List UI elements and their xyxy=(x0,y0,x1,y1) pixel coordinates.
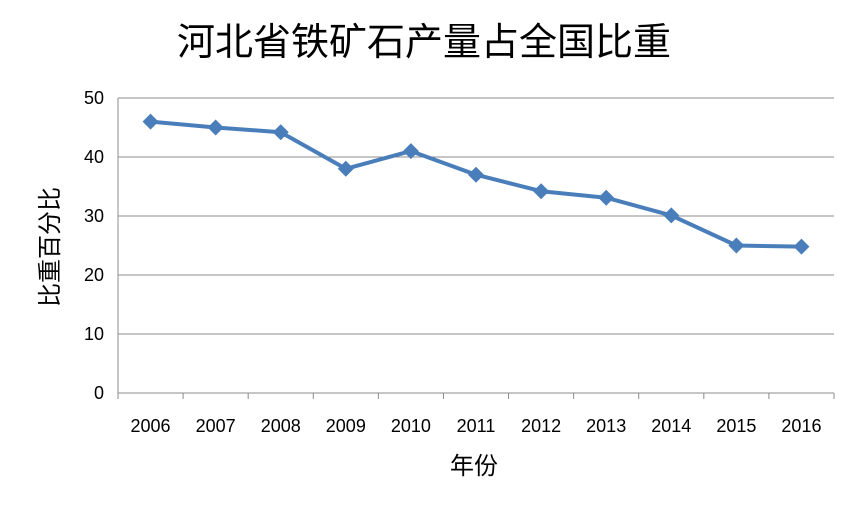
x-tick-label: 2010 xyxy=(391,416,431,436)
data-point-marker xyxy=(663,207,680,224)
data-point-marker xyxy=(793,238,810,255)
data-point-marker xyxy=(533,183,550,200)
series-markers xyxy=(142,113,810,255)
series-line xyxy=(150,119,802,249)
data-point-marker xyxy=(337,160,354,177)
x-tick-label: 2013 xyxy=(586,416,626,436)
x-tick-label: 2008 xyxy=(261,416,301,436)
x-tick-label: 2006 xyxy=(131,416,171,436)
y-tick-labels: 0 10 20 30 40 50 xyxy=(84,88,104,403)
data-point-marker xyxy=(207,119,224,136)
x-tick-label: 2016 xyxy=(781,416,821,436)
data-point-marker xyxy=(402,143,419,160)
x-tick-label: 2015 xyxy=(716,416,756,436)
y-tick-label: 30 xyxy=(84,206,104,226)
x-tick-label: 2014 xyxy=(651,416,691,436)
gridlines xyxy=(117,97,835,399)
data-point-marker xyxy=(728,237,745,254)
y-tick-label: 10 xyxy=(84,324,104,344)
series-line-layer xyxy=(150,119,802,249)
data-point-marker xyxy=(142,113,159,130)
x-tick-label: 2011 xyxy=(457,416,496,436)
y-tick-label: 50 xyxy=(84,88,104,108)
y-tick-label: 0 xyxy=(94,383,104,403)
chart-title: 河北省铁矿石产量占全国比重 xyxy=(177,20,671,64)
x-axis-title: 年份 xyxy=(450,452,498,480)
x-tick-label: 2009 xyxy=(326,416,366,436)
x-tick-label: 2012 xyxy=(521,416,561,436)
x-tick-label: 2007 xyxy=(196,416,236,436)
y-tick-label: 40 xyxy=(84,147,104,167)
data-point-marker xyxy=(272,124,289,141)
y-axis-title: 比重百分比 xyxy=(36,187,64,307)
data-point-marker xyxy=(468,166,484,183)
x-tick-labels: 2006 2007 2008 2009 2010 2011 2012 2013 2014 2015… xyxy=(131,416,822,436)
y-tick-label: 20 xyxy=(84,265,104,285)
data-point-marker xyxy=(598,189,615,206)
